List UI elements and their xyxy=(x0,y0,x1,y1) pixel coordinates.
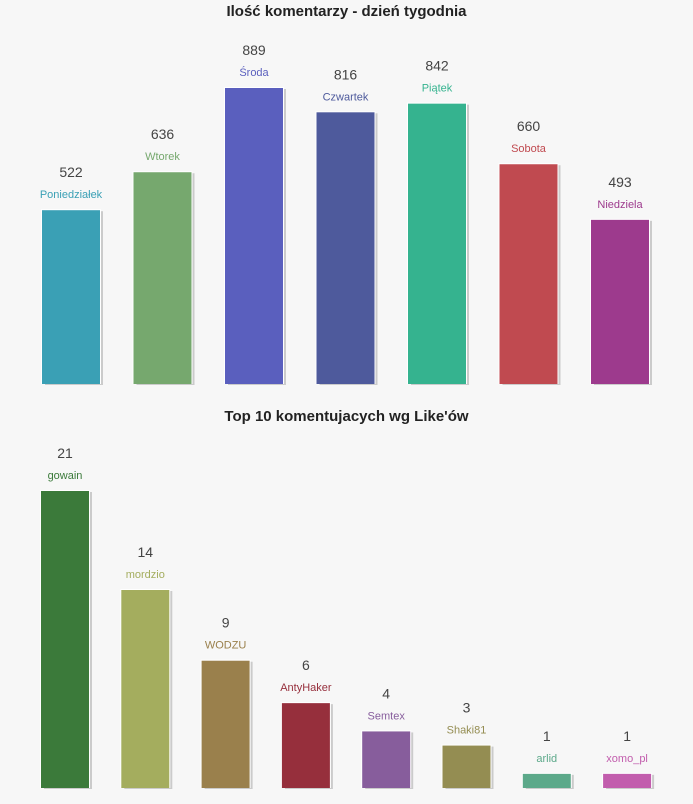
commenter-bar-shaki81[interactable] xyxy=(442,745,491,788)
commenter-bar-group-wodzu[interactable]: WODZU 9 xyxy=(200,615,253,789)
commenter-category-label-antyhaker: AntyHaker xyxy=(280,682,332,694)
commenter-bar-semtex[interactable] xyxy=(362,731,411,788)
commenter-category-label-arlid: arlid xyxy=(536,753,557,765)
weekday-value-label-sroda: 889 xyxy=(242,42,266,58)
weekday-category-label-czwartek: Czwartek xyxy=(323,91,369,103)
commenter-bar-group-xomo-pl[interactable]: xomo_pl 1 xyxy=(602,728,655,789)
commenter-bar-xomo-pl[interactable] xyxy=(603,773,652,788)
commenter-category-label-mordzio: mordzio xyxy=(126,569,165,581)
commenter-value-label-shaki81: 3 xyxy=(463,700,471,716)
commenter-category-label-gowain: gowain xyxy=(48,470,83,482)
commenter-bar-group-arlid[interactable]: arlid 1 xyxy=(521,728,574,789)
weekday-category-label-wtorek: Wtorek xyxy=(145,151,180,163)
weekday-bar-group-wtorek[interactable]: Wtorek 636 xyxy=(132,126,195,385)
weekday-value-label-poniedzialek: 522 xyxy=(59,164,83,180)
commenter-value-label-semtex: 4 xyxy=(382,685,390,701)
weekday-bar-group-piatek[interactable]: Piątek 842 xyxy=(407,58,469,385)
weekday-bar-group-poniedzialek[interactable]: Poniedziałek 522 xyxy=(40,164,103,385)
weekday-category-label-sobota: Sobota xyxy=(511,143,547,155)
weekday-bar-group-czwartek[interactable]: Czwartek 816 xyxy=(315,66,378,385)
commenter-bar-mordzio[interactable] xyxy=(121,590,170,788)
commenter-bar-group-antyhaker[interactable]: AntyHaker 6 xyxy=(280,657,333,789)
weekday-category-label-poniedzialek: Poniedziałek xyxy=(40,189,103,201)
commenter-value-label-wodzu: 9 xyxy=(222,615,230,631)
weekday-category-label-niedziela: Niedziela xyxy=(597,199,643,211)
commenter-bar-arlid[interactable] xyxy=(522,773,571,788)
commenter-category-label-semtex: Semtex xyxy=(368,710,406,722)
weekday-bar-group-sobota[interactable]: Sobota 660 xyxy=(498,118,561,385)
commenter-bar-group-gowain[interactable]: gowain 21 xyxy=(40,445,92,789)
weekday-bar-group-niedziela[interactable]: Niedziela 493 xyxy=(590,174,652,385)
commenter-category-label-wodzu: WODZU xyxy=(205,640,247,652)
weekday-bar-sobota[interactable] xyxy=(499,164,558,384)
weekday-category-label-sroda: Środa xyxy=(239,66,269,79)
weekday-value-label-czwartek: 816 xyxy=(334,66,358,82)
weekday-value-label-sobota: 660 xyxy=(517,118,541,134)
commenter-bar-wodzu[interactable] xyxy=(201,660,250,788)
weekday-category-label-piatek: Piątek xyxy=(422,83,453,95)
commenter-bar-group-mordzio[interactable]: mordzio 14 xyxy=(120,544,173,789)
commenter-category-label-xomo-pl: xomo_pl xyxy=(606,753,648,765)
weekday-bar-czwartek[interactable] xyxy=(316,112,375,384)
chart-title-top-commenters: Top 10 komentujacych wg Like'ów xyxy=(224,408,469,425)
commenter-bar-group-shaki81[interactable]: Shaki81 3 xyxy=(441,700,494,789)
weekday-bar-poniedzialek[interactable] xyxy=(42,210,100,384)
weekday-bar-piatek[interactable] xyxy=(408,103,466,384)
commenter-bar-group-semtex[interactable]: Semtex 4 xyxy=(361,685,414,789)
commenter-bar-antyhaker[interactable] xyxy=(281,703,330,788)
weekday-bar-sroda[interactable] xyxy=(225,88,283,384)
weekday-bar-niedziela[interactable] xyxy=(591,219,649,384)
commenter-bar-gowain[interactable] xyxy=(41,491,89,788)
weekday-value-label-niedziela: 493 xyxy=(608,174,632,190)
commenter-value-label-xomo-pl: 1 xyxy=(623,728,631,744)
commenter-category-label-shaki81: Shaki81 xyxy=(447,725,487,737)
commenter-value-label-antyhaker: 6 xyxy=(302,657,310,673)
weekday-value-label-piatek: 842 xyxy=(425,58,449,74)
weekday-bar-wtorek[interactable] xyxy=(133,172,192,384)
commenter-value-label-arlid: 1 xyxy=(543,728,551,744)
chart-title-weekday: Ilość komentarzy - dzień tygodnia xyxy=(226,3,467,20)
commenter-value-label-gowain: 21 xyxy=(57,445,73,461)
weekday-bar-group-sroda[interactable]: Środa 889 xyxy=(224,42,286,385)
weekday-value-label-wtorek: 636 xyxy=(151,126,175,142)
commenter-value-label-mordzio: 14 xyxy=(138,544,154,560)
